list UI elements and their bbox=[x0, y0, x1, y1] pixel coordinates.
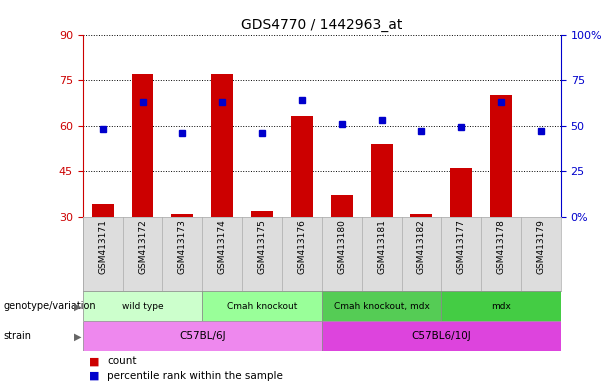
Bar bbox=[322, 291, 441, 321]
Text: ■: ■ bbox=[89, 356, 99, 366]
Text: GSM413175: GSM413175 bbox=[257, 219, 267, 274]
Bar bbox=[291, 116, 313, 217]
Title: GDS4770 / 1442963_at: GDS4770 / 1442963_at bbox=[241, 18, 403, 32]
Text: GSM413180: GSM413180 bbox=[337, 219, 346, 274]
Bar bbox=[211, 74, 233, 217]
Text: ▶: ▶ bbox=[74, 301, 81, 311]
Text: GSM413174: GSM413174 bbox=[218, 219, 227, 273]
Bar bbox=[371, 144, 392, 217]
Bar bbox=[172, 214, 193, 217]
Bar bbox=[83, 291, 202, 321]
Text: GSM413172: GSM413172 bbox=[138, 219, 147, 273]
Bar bbox=[441, 291, 561, 321]
Bar bbox=[331, 195, 352, 217]
Text: Cmah knockout, mdx: Cmah knockout, mdx bbox=[333, 302, 430, 311]
Text: wild type: wild type bbox=[122, 302, 163, 311]
Bar bbox=[83, 321, 322, 351]
Bar bbox=[322, 321, 561, 351]
Bar bbox=[251, 210, 273, 217]
Bar bbox=[202, 291, 322, 321]
Text: GSM413171: GSM413171 bbox=[98, 219, 107, 274]
Text: C57BL6/10J: C57BL6/10J bbox=[411, 331, 471, 341]
Bar bbox=[92, 204, 113, 217]
Text: ■: ■ bbox=[89, 371, 99, 381]
Text: GSM413178: GSM413178 bbox=[497, 219, 506, 274]
Bar bbox=[490, 95, 512, 217]
Text: Cmah knockout: Cmah knockout bbox=[227, 302, 297, 311]
Text: genotype/variation: genotype/variation bbox=[3, 301, 96, 311]
Text: GSM413176: GSM413176 bbox=[297, 219, 306, 274]
Text: GSM413177: GSM413177 bbox=[457, 219, 466, 274]
Bar bbox=[132, 74, 153, 217]
Text: percentile rank within the sample: percentile rank within the sample bbox=[107, 371, 283, 381]
Text: C57BL/6J: C57BL/6J bbox=[179, 331, 226, 341]
Text: GSM413173: GSM413173 bbox=[178, 219, 187, 274]
Text: GSM413181: GSM413181 bbox=[377, 219, 386, 274]
Text: GSM413179: GSM413179 bbox=[536, 219, 546, 274]
Text: ▶: ▶ bbox=[74, 331, 81, 341]
Text: mdx: mdx bbox=[491, 302, 511, 311]
Text: strain: strain bbox=[3, 331, 31, 341]
Bar bbox=[411, 214, 432, 217]
Bar bbox=[451, 168, 472, 217]
Text: GSM413182: GSM413182 bbox=[417, 219, 426, 273]
Text: count: count bbox=[107, 356, 137, 366]
